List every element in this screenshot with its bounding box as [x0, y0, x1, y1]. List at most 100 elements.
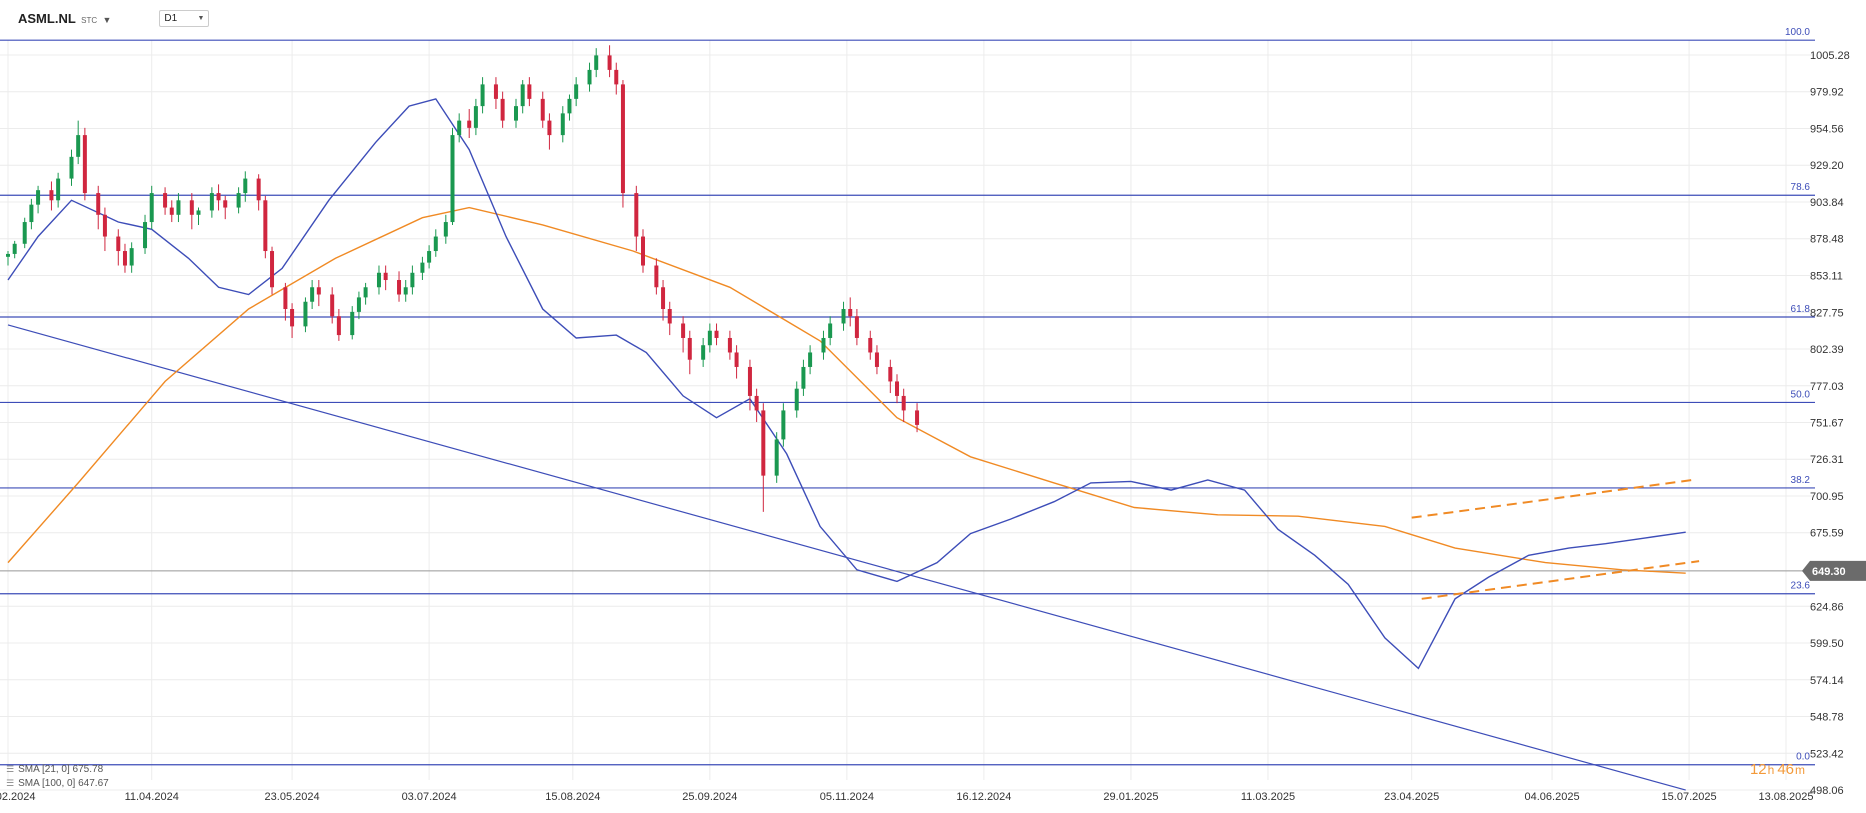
candle-body: [567, 98, 572, 114]
date-tick-label: 29.01.2025: [1103, 791, 1158, 803]
timeframe-select[interactable]: D1 ▼: [159, 10, 210, 27]
candle-body: [149, 193, 154, 223]
candle-body: [500, 98, 505, 121]
chart-grid: [0, 40, 1815, 791]
date-tick-label: 28.02.2024: [0, 791, 36, 803]
price-tick-label: 903.84: [1810, 197, 1844, 209]
date-tick-label: 11.04.2024: [125, 791, 179, 803]
candle-body: [821, 337, 826, 353]
price-tick-label: 700.95: [1810, 491, 1844, 503]
price-tick-label: 548.78: [1810, 712, 1844, 724]
channel-lower: [1421, 560, 1700, 600]
candle-body: [574, 84, 579, 99]
candle-body: [895, 381, 899, 396]
candle-body: [654, 265, 659, 288]
candle-body: [727, 337, 732, 353]
candle-body: [82, 135, 87, 194]
date-tick-label: 15.07.2025: [1662, 791, 1717, 803]
price-tick-label: 929.20: [1810, 160, 1844, 172]
candle-body: [607, 55, 612, 70]
candle-body: [801, 366, 806, 389]
candle-body: [901, 395, 906, 411]
indicator-icon[interactable]: ☰: [6, 764, 15, 774]
timeframe-value: D1: [164, 13, 178, 24]
candle-body: [620, 84, 625, 194]
symbol-name: ASML.NL: [18, 11, 76, 26]
candle-body: [363, 287, 368, 298]
candle-body: [22, 222, 27, 244]
chevron-down-icon: ▼: [102, 15, 112, 25]
candle-body: [96, 193, 101, 215]
candle-body: [236, 193, 241, 208]
price-axis[interactable]: 1005.28 979.92 954.56 929.20 903.84 878.48 853…: [1810, 50, 1850, 797]
price-tick-label: 954.56: [1810, 123, 1844, 135]
price-tick-label: 802.39: [1810, 344, 1844, 356]
candle-body: [216, 193, 221, 201]
candle-body: [888, 366, 893, 382]
candle-body: [701, 345, 706, 360]
candle-body: [661, 287, 666, 309]
date-tick-label: 05.11.2024: [820, 791, 874, 803]
candle-body: [49, 190, 54, 201]
candle-body: [310, 287, 315, 302]
candle-body: [376, 272, 381, 288]
date-tick-label: 16.12.2024: [956, 791, 1011, 803]
date-tick-label: 13.08.2025: [1758, 791, 1813, 803]
candle-body: [634, 193, 639, 237]
fib-label: 50.0: [1791, 389, 1811, 400]
countdown-hours: 12: [1749, 761, 1767, 778]
date-tick-label: 03.07.2024: [402, 791, 457, 803]
legend-sma100-text: SMA [100, 0] 647.67: [18, 778, 109, 789]
fib-label: 38.2: [1791, 475, 1811, 486]
price-tick-label: 624.86: [1810, 601, 1844, 613]
candle-body: [196, 210, 201, 215]
channel-lines: [1411, 478, 1700, 600]
candle-body: [223, 200, 228, 208]
time-axis[interactable]: 28.02.2024 11.04.2024 23.05.2024 03.07.2024…: [0, 791, 1814, 803]
candle-countdown: 12h 46m: [1750, 761, 1808, 778]
sma100-line: [7, 206, 1686, 574]
price-tick-label: 599.50: [1810, 638, 1844, 650]
candle-body: [410, 272, 415, 288]
candle-body: [874, 352, 879, 367]
candle-body: [403, 287, 408, 295]
candle-body: [209, 193, 214, 211]
candle-body: [56, 178, 61, 201]
price-tick-label: 853.11: [1810, 271, 1843, 283]
candle-body: [383, 272, 388, 281]
candle-body: [781, 410, 786, 440]
price-tick-label: 523.42: [1810, 748, 1844, 760]
indicator-icon[interactable]: ☰: [6, 778, 15, 788]
date-tick-label: 25.09.2024: [682, 791, 737, 803]
symbol-selector[interactable]: ASML.NL STC ▼: [18, 11, 111, 26]
candle-body: [129, 248, 134, 266]
candle-body: [6, 253, 10, 257]
candle-body: [356, 297, 361, 312]
legend-sma21[interactable]: ☰ SMA [21, 0] 675.78: [6, 764, 103, 775]
candle-body: [122, 251, 127, 266]
candle-body: [560, 113, 565, 136]
candle-body: [29, 204, 34, 223]
candle-body: [774, 439, 779, 476]
candle-body: [480, 84, 485, 107]
legend-sma21-text: SMA [21, 0] 675.78: [18, 764, 104, 775]
fib-label: 100.0: [1785, 27, 1810, 38]
candle-body: [848, 308, 853, 317]
price-tick-label: 979.92: [1810, 87, 1844, 99]
price-tick-label: 675.59: [1810, 528, 1844, 540]
candle-body: [841, 308, 846, 324]
candle-body: [687, 337, 692, 360]
legend-sma100[interactable]: ☰ SMA [100, 0] 647.67: [6, 778, 109, 789]
chart-toolbar: ASML.NL STC ▼ D1 ▼: [18, 10, 210, 27]
date-tick-label: 11.03.2025: [1241, 791, 1295, 803]
candle-body: [270, 251, 275, 288]
candle-body: [163, 193, 168, 208]
price-tick-label: 827.75: [1810, 307, 1844, 319]
candle-body: [794, 388, 799, 411]
price-tick-label: 878.48: [1810, 234, 1844, 246]
candle-body: [420, 262, 425, 273]
candle-body: [116, 236, 121, 252]
countdown-minutes: 46: [1777, 761, 1794, 778]
last-price-badge-shape: [1802, 560, 1866, 581]
